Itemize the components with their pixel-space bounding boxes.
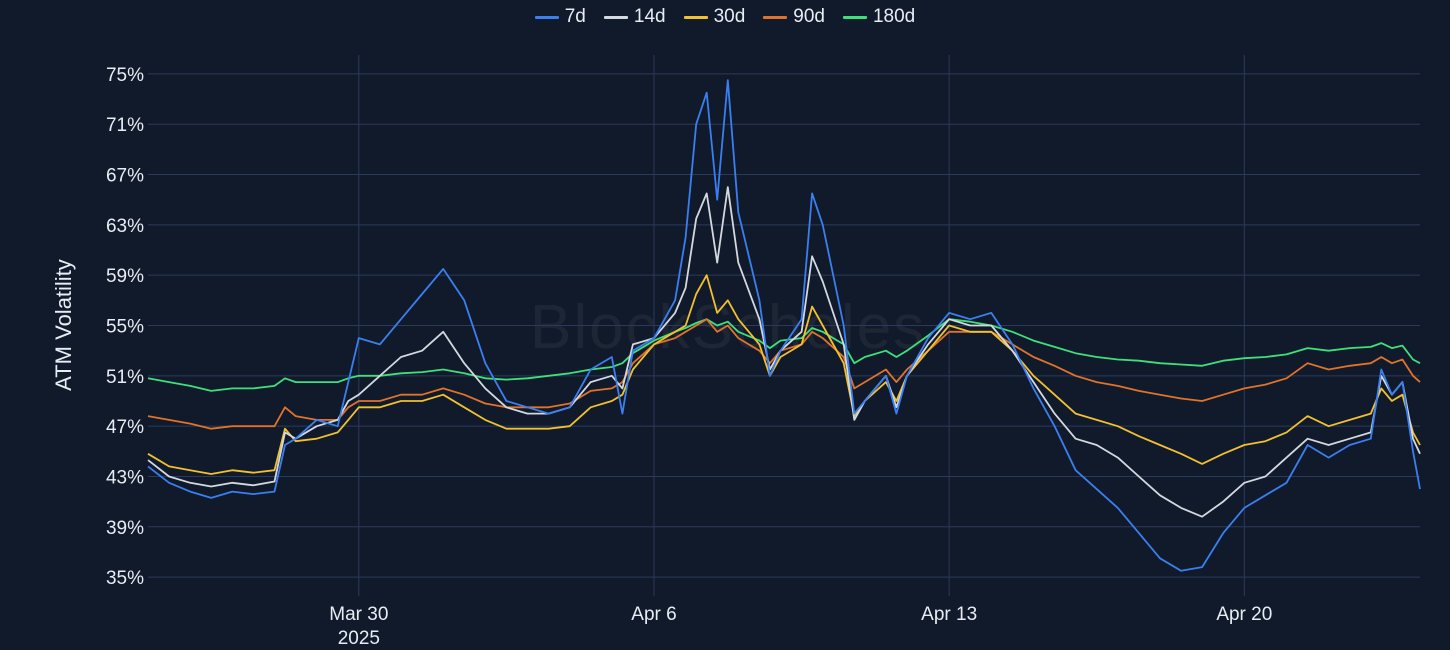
y-tick-label: 35% bbox=[106, 568, 144, 589]
legend-item-7d[interactable]: 7d bbox=[534, 6, 586, 28]
y-tick-label: 51% bbox=[106, 367, 144, 388]
chart-legend: 7d 14d 30d 90d 180d bbox=[0, 6, 1450, 28]
series-line-7d bbox=[147, 79, 1421, 572]
y-tick-label: 71% bbox=[106, 115, 144, 136]
y-tick-label: 55% bbox=[106, 317, 144, 338]
legend-item-180d[interactable]: 180d bbox=[842, 6, 916, 28]
series-line-30d bbox=[147, 274, 1421, 475]
y-tick-label: 39% bbox=[106, 518, 144, 539]
y-tick-label: 67% bbox=[106, 166, 144, 187]
y-axis-label: ATM Volatility bbox=[51, 259, 76, 391]
legend-item-90d[interactable]: 90d bbox=[763, 6, 825, 28]
y-tick-label: 63% bbox=[106, 216, 144, 237]
series-line-14d bbox=[147, 186, 1421, 518]
legend-label: 30d bbox=[713, 6, 746, 27]
y-tick-label: 75% bbox=[106, 65, 144, 86]
legend-swatch bbox=[683, 15, 708, 19]
x-tick-label: Apr 6 bbox=[631, 604, 676, 625]
legend-swatch bbox=[534, 15, 559, 19]
legend-swatch bbox=[842, 15, 867, 19]
legend-label: 7d bbox=[564, 6, 586, 27]
legend-swatch bbox=[763, 15, 788, 19]
x-tick-label: Mar 30 bbox=[329, 604, 388, 625]
x-tick-year-label: 2025 bbox=[338, 628, 380, 649]
y-tick-label: 59% bbox=[106, 266, 144, 287]
x-tick-label: Apr 20 bbox=[1216, 604, 1272, 625]
series-line-90d bbox=[147, 318, 1421, 430]
legend-swatch bbox=[603, 15, 628, 19]
legend-label: 180d bbox=[872, 6, 916, 27]
legend-label: 90d bbox=[793, 6, 825, 27]
x-tick-label: Apr 13 bbox=[921, 604, 977, 625]
y-tick-label: 47% bbox=[106, 417, 144, 438]
legend-item-30d[interactable]: 30d bbox=[683, 6, 746, 28]
y-tick-label: 43% bbox=[106, 467, 144, 488]
legend-item-14d[interactable]: 14d bbox=[603, 6, 666, 28]
series-line-180d bbox=[147, 318, 1421, 392]
legend-label: 14d bbox=[633, 6, 666, 27]
